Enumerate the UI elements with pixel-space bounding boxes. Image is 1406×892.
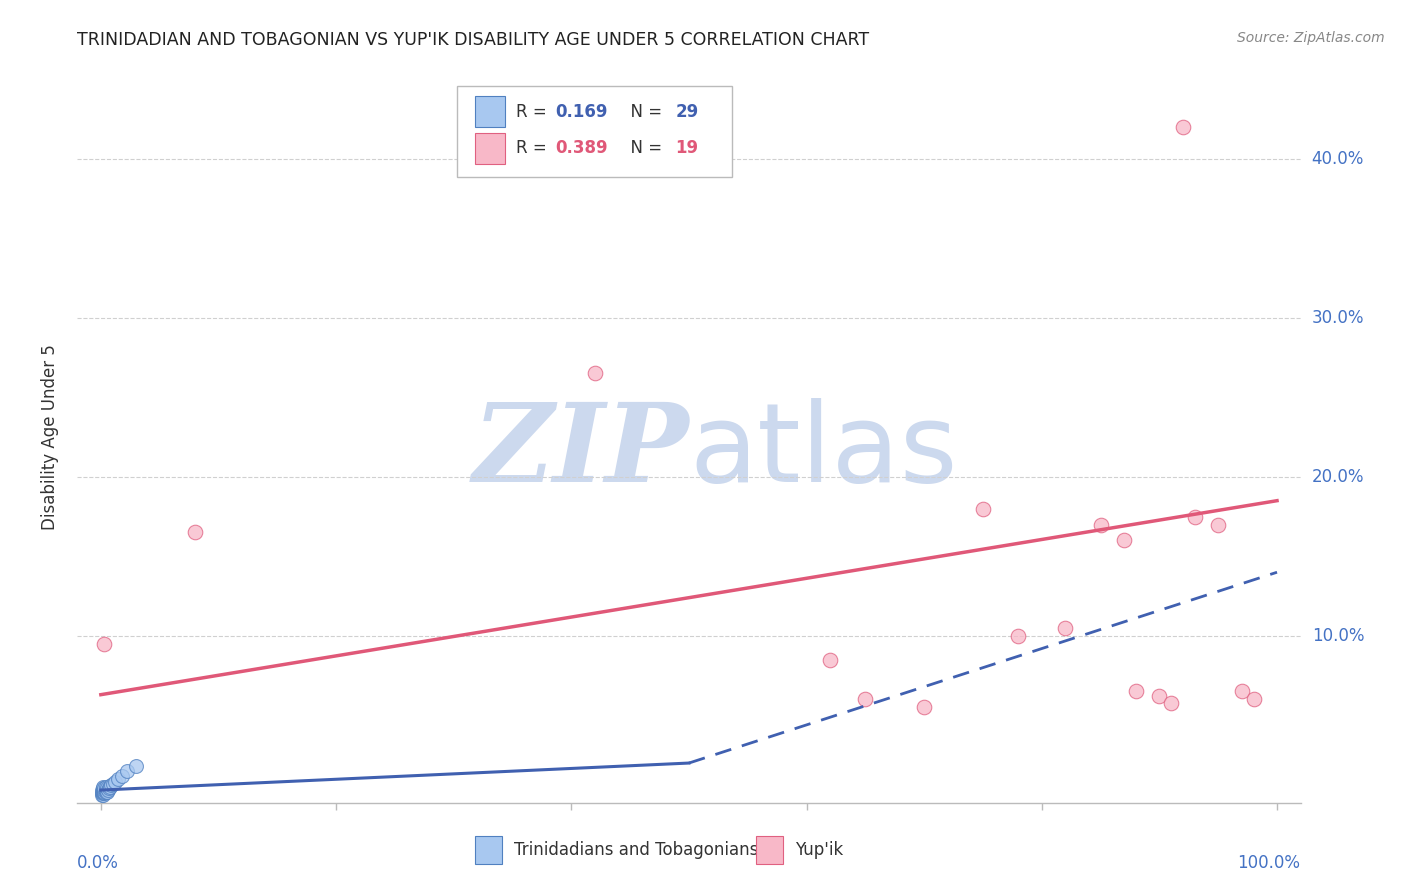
Point [104,775,127,789]
Point [91,781,114,796]
Point [1125,684,1147,698]
Text: N =: N = [620,103,668,120]
Text: R =: R = [516,139,553,157]
Text: 40.0%: 40.0% [1312,150,1364,168]
Point [96,781,118,796]
Point [91,788,114,802]
Text: Yup'ik: Yup'ik [796,841,844,859]
Point [1007,629,1029,643]
Point [93,637,115,651]
Text: 0.389: 0.389 [555,139,609,157]
Y-axis label: Disability Age Under 5: Disability Age Under 5 [41,344,59,530]
Text: 0.0%: 0.0% [77,854,120,872]
Point [1184,509,1206,524]
Text: 29: 29 [675,103,699,120]
Point [111,769,134,783]
Text: TRINIDADIAN AND TOBAGONIAN VS YUP'IK DISABILITY AGE UNDER 5 CORRELATION CHART: TRINIDADIAN AND TOBAGONIAN VS YUP'IK DIS… [77,31,869,49]
Text: R =: R = [516,103,553,120]
Point [1230,684,1253,698]
Point [1090,517,1112,532]
Point [1160,696,1182,710]
Text: 30.0%: 30.0% [1312,309,1364,326]
Point [972,501,994,516]
Point [1149,690,1171,704]
Point [1171,120,1194,134]
Point [818,653,841,667]
Point [1054,621,1077,635]
Point [96,785,118,799]
Point [93,786,115,800]
Bar [475,837,502,864]
Text: Source: ZipAtlas.com: Source: ZipAtlas.com [1237,31,1385,45]
Point [107,772,129,786]
Point [93,785,115,799]
Text: 100.0%: 100.0% [1237,854,1301,872]
FancyBboxPatch shape [457,86,731,178]
Point [1114,533,1136,548]
Text: 0.169: 0.169 [555,103,609,120]
Point [583,367,606,381]
Point [1243,692,1265,706]
Point [98,780,121,794]
Point [91,786,114,800]
Bar [475,133,506,163]
Point [93,783,115,797]
Point [91,788,114,802]
Point [912,700,935,714]
Point [91,785,114,799]
Text: 10.0%: 10.0% [1312,627,1364,645]
Point [91,780,114,794]
Text: Trinidadians and Tobagonians: Trinidadians and Tobagonians [515,841,758,859]
Point [100,778,122,792]
Point [98,781,121,796]
Point [1206,517,1229,532]
Point [94,785,117,799]
Point [91,785,114,799]
Point [91,783,114,797]
Text: N =: N = [620,139,668,157]
Point [853,692,876,706]
Text: 19: 19 [675,139,699,157]
Text: atlas: atlas [689,398,957,505]
Point [91,783,114,797]
Point [101,777,124,791]
Point [115,764,138,778]
Text: ZIP: ZIP [472,398,689,506]
Bar [756,837,783,864]
Text: 20.0%: 20.0% [1312,467,1364,486]
Bar [475,96,506,127]
Point [94,783,117,797]
Point [91,786,114,800]
Point [125,759,148,773]
Point [184,525,207,540]
Point [97,783,120,797]
Point [93,781,115,796]
Point [94,780,117,794]
